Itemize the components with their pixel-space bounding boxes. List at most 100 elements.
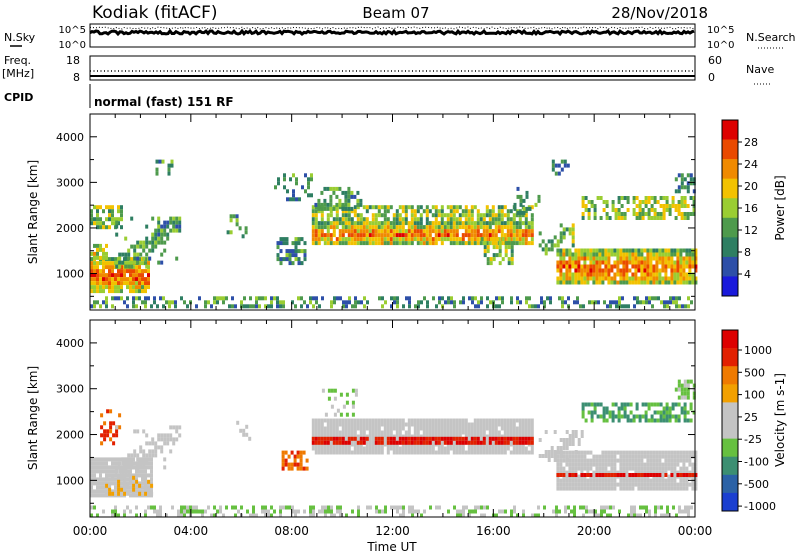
heatmap-cell [129,479,133,484]
heatmap-cell [317,237,321,242]
heatmap-cell [635,414,639,419]
heatmap-cell [598,268,602,273]
heatmap-cell [637,268,641,273]
heatmap-cell [512,237,516,242]
heatmap-cell [183,509,186,514]
heatmap-cell [664,450,668,455]
heatmap-cell [559,438,563,442]
heatmap-cell [396,300,399,305]
heatmap-cell [530,450,534,455]
heatmap-cell [117,473,120,478]
heatmap-cell [565,478,569,483]
heatmap-cell [509,430,513,435]
heatmap-cell [154,240,158,245]
heatmap-cell [610,280,614,285]
heatmap-cell [509,434,513,439]
heatmap-cell [416,426,420,431]
heatmap-cell [686,204,690,208]
heatmap-cell [681,304,684,309]
heatmap-cell [219,296,222,301]
heatmap-cell [646,276,650,281]
heatmap-cell [556,248,560,253]
heatmap-cell [640,248,644,253]
heatmap-cell [294,257,298,262]
heatmap-cell [482,450,486,455]
heatmap-cell [574,473,578,477]
heatmap-cell [347,206,351,211]
heatmap-cell [600,509,603,514]
heatmap-cell [476,434,480,439]
heatmap-cell [658,458,662,463]
heatmap-cell [314,422,318,427]
heatmap-cell [577,450,581,455]
heatmap-cell [631,473,635,477]
heatmap-cell [437,213,441,218]
heatmap-cell [680,383,684,388]
heatmap-cell [90,281,93,286]
heatmap-cell [437,233,441,238]
heatmap-cell [389,446,393,451]
heatmap-cell [509,426,513,431]
heatmap-cell [571,434,575,438]
heatmap-cell [148,240,152,245]
heatmap-cell [550,243,554,248]
heatmap-cell [661,264,665,269]
heatmap-cell [589,450,593,455]
heatmap-cell [351,404,355,409]
power-ylabel: Slant Range [km] [26,160,40,264]
heatmap-cell [650,196,654,200]
heatmap-cell [586,478,590,483]
heatmap-cell [159,296,162,301]
heatmap-cell [599,402,603,407]
heatmap-cell [685,473,689,477]
heatmap-cell [474,505,477,510]
heatmap-cell [617,216,621,220]
heatmap-cell [692,395,696,400]
heatmap-cell [111,296,114,301]
heatmap-cell [235,218,239,223]
heatmap-cell [667,466,671,471]
heatmap-cell [519,202,523,207]
heatmap-cell [556,239,560,244]
heatmap-cell [365,205,369,210]
heatmap-cell [428,221,432,226]
heatmap-cell [667,260,671,265]
heatmap-cell [653,410,657,415]
heatmap-cell [492,245,496,250]
heatmap-cell [685,264,689,269]
heatmap-cell [90,465,93,470]
heatmap-cell [144,513,147,518]
colorbar-swatch [722,217,738,238]
heatmap-cell [315,296,318,301]
heatmap-cell [151,453,155,458]
heatmap-cell [658,272,662,277]
heatmap-cell [593,216,597,220]
heatmap-cell [598,252,602,257]
heatmap-cell [323,450,327,455]
heatmap-cell [441,296,444,301]
heatmap-cell [471,509,474,514]
heatmap-cell [111,221,114,226]
heatmap-cell [485,221,489,226]
heatmap-cell [453,505,456,510]
heatmap-cell [592,470,596,475]
heatmap-cell [610,473,614,477]
heatmap-cell [362,241,366,246]
heatmap-cell [321,509,324,514]
heatmap-cell [386,221,390,226]
heatmap-cell [309,513,312,518]
heatmap-cell [341,237,345,242]
heatmap-cell [455,241,459,246]
heatmap-cell [486,245,490,250]
heatmap-cell [169,220,173,225]
heatmap-cell [485,229,489,234]
heatmap-cell [608,414,612,419]
heatmap-cell [108,281,111,286]
colorbar-tick-label: 24 [744,158,758,171]
heatmap-cell [279,237,283,242]
heatmap-cell [368,418,372,423]
heatmap-cell [640,264,644,269]
heatmap-cell [485,426,489,431]
heatmap-cell [102,261,105,266]
heatmap-cell [320,418,324,423]
